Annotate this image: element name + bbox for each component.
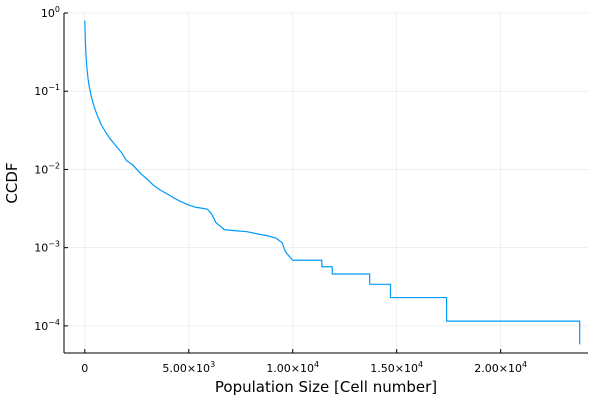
- axes: [63, 12, 588, 354]
- x-tick-labels: 0 5.00×103 1.00×104 1.50×104 2.00×104: [81, 360, 527, 375]
- x-tick-label: 1.00×104: [266, 360, 319, 375]
- ccdf-series-line: [84, 20, 581, 345]
- x-tick-label: 0: [81, 362, 88, 375]
- y-tick-label: 10−3: [34, 240, 60, 255]
- y-tick-label: 10−2: [34, 161, 60, 176]
- grid: [64, 12, 588, 353]
- x-tick-label: 5.00×103: [162, 360, 215, 375]
- y-tick-label: 100: [41, 5, 60, 20]
- series-group: [84, 20, 581, 345]
- x-tick-label: 2.00×104: [474, 360, 527, 375]
- x-axis-label: Population Size [Cell number]: [215, 378, 437, 396]
- x-tick-label: 1.50×104: [370, 360, 423, 375]
- y-tick-label: 10−4: [34, 318, 60, 333]
- y-axis-label: CCDF: [3, 162, 21, 203]
- y-tick-label: 10−1: [34, 83, 60, 98]
- y-tick-labels: 100 10−1 10−2 10−3 10−4: [34, 5, 60, 333]
